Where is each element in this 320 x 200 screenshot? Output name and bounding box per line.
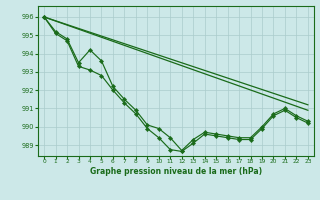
X-axis label: Graphe pression niveau de la mer (hPa): Graphe pression niveau de la mer (hPa) [90,167,262,176]
